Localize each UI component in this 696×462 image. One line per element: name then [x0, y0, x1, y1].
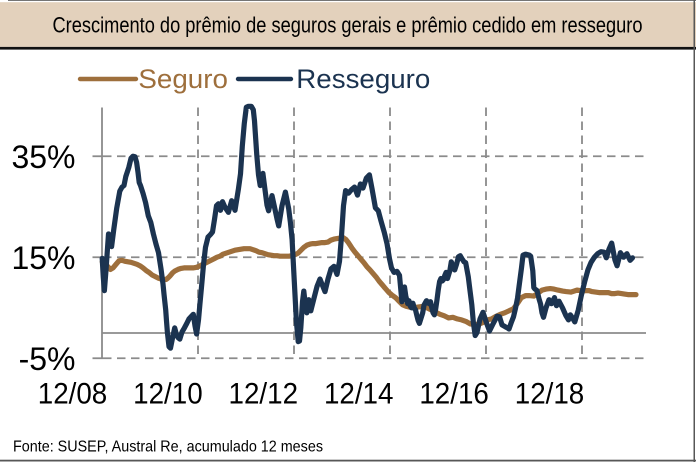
svg-text:12/18: 12/18 [515, 378, 585, 411]
svg-text:12/12: 12/12 [229, 378, 299, 411]
svg-text:12/16: 12/16 [419, 378, 489, 411]
svg-text:15%: 15% [11, 240, 75, 276]
svg-text:12/08: 12/08 [38, 378, 108, 411]
svg-text:-5%: -5% [19, 341, 76, 377]
svg-text:Fonte: SUSEP, Austral Re, acum: Fonte: SUSEP, Austral Re, acumulado 12 m… [13, 438, 323, 455]
svg-text:12/14: 12/14 [324, 378, 394, 411]
svg-text:Seguro: Seguro [138, 64, 228, 94]
svg-text:Crescimento do prêmio de segur: Crescimento do prêmio de seguros gerais … [53, 12, 643, 37]
svg-text:Resseguro: Resseguro [296, 64, 430, 94]
svg-text:35%: 35% [11, 139, 75, 175]
svg-text:12/10: 12/10 [133, 378, 203, 411]
